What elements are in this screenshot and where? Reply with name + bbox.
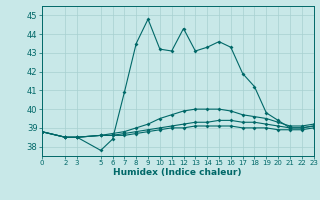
X-axis label: Humidex (Indice chaleur): Humidex (Indice chaleur): [113, 168, 242, 177]
